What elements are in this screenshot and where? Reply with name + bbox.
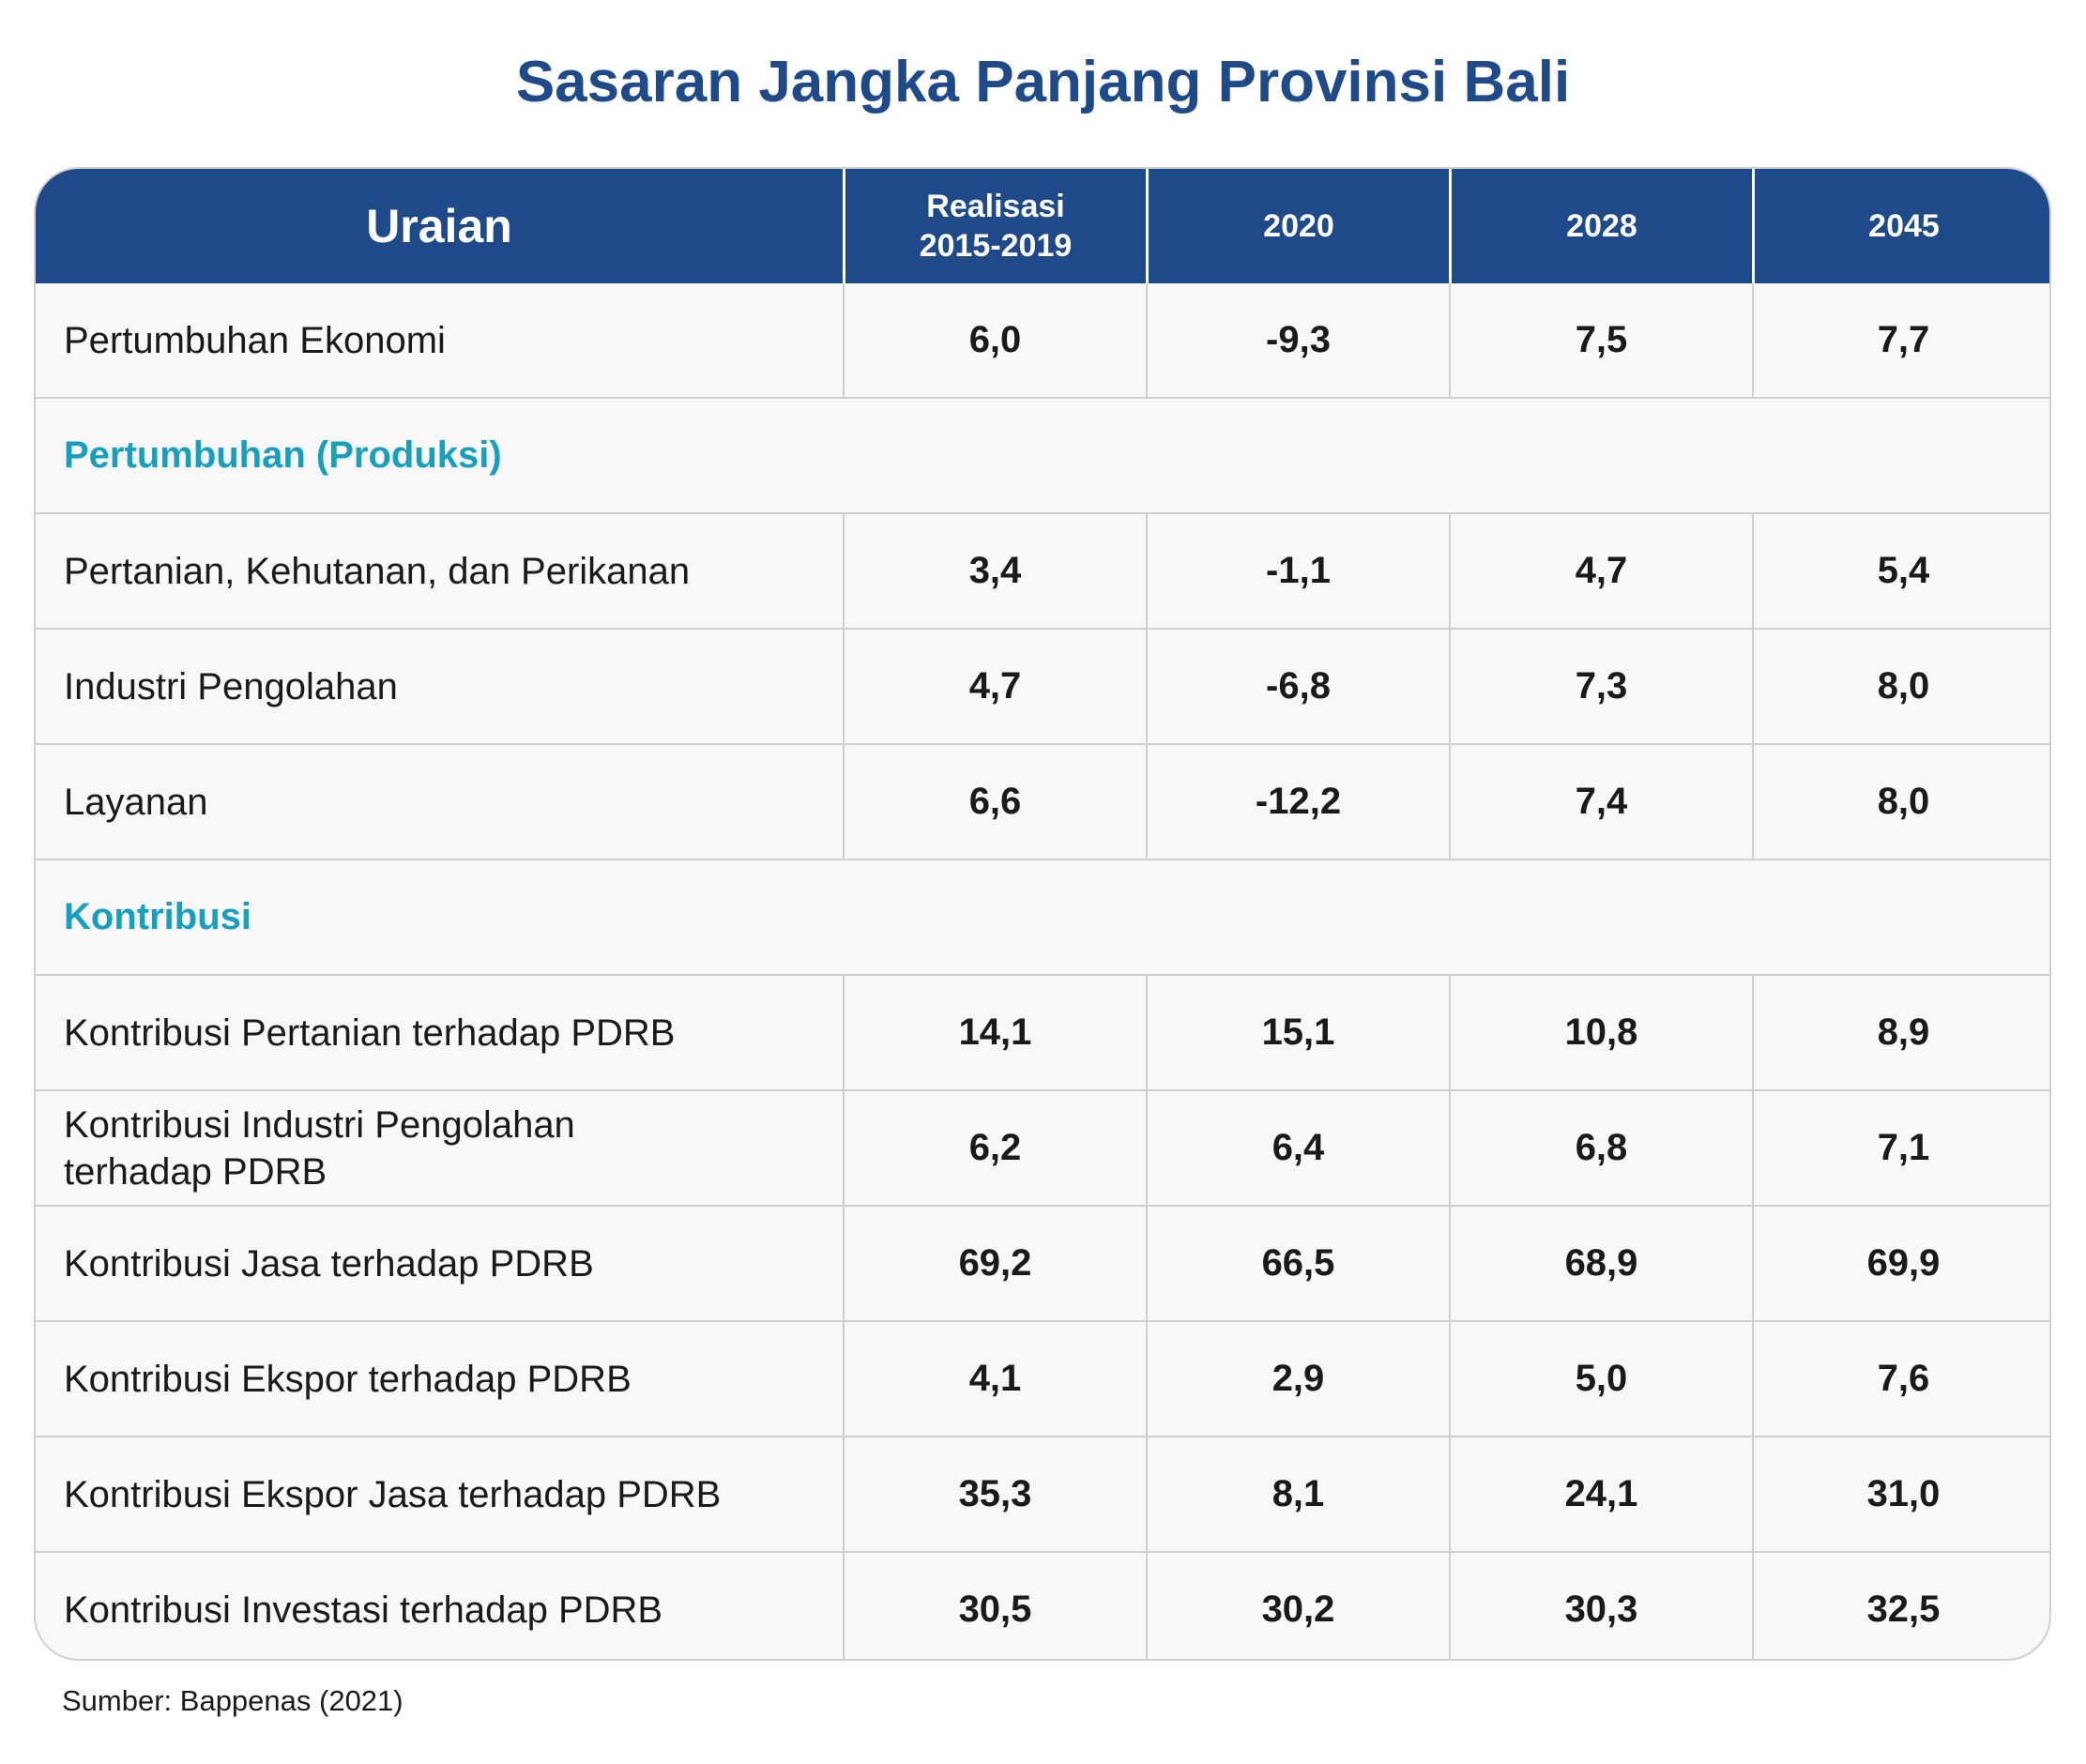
table-row: Industri Pengolahan 4,7 -6,8 7,3 8,0 (36, 630, 2049, 745)
value-2045: 31,0 (1752, 1437, 2049, 1551)
data-table: Uraian Realisasi 2015-2019 2020 2028 204… (34, 167, 2051, 1661)
value-2020: -9,3 (1146, 283, 1449, 397)
value-2020: -6,8 (1146, 630, 1449, 743)
value-2020: 6,4 (1146, 1091, 1449, 1205)
row-label: Kontribusi Pertanian terhadap PDRB (64, 1011, 676, 1054)
header-2020: 2020 (1263, 208, 1334, 244)
value-2020: 30,2 (1146, 1553, 1449, 1659)
table-row: Kontribusi Jasa terhadap PDRB 69,2 66,5 … (36, 1207, 2049, 1322)
value-realisasi: 30,5 (843, 1553, 1146, 1659)
value-2045: 7,7 (1752, 283, 2049, 397)
value-2028: 4,7 (1449, 514, 1752, 628)
value-2020: 15,1 (1146, 976, 1449, 1089)
row-label: Kontribusi Jasa terhadap PDRB (64, 1242, 594, 1285)
value-realisasi: 14,1 (843, 976, 1146, 1089)
value-2020: -1,1 (1146, 514, 1449, 628)
header-divider (1449, 169, 1452, 283)
value-realisasi: 4,7 (843, 630, 1146, 743)
value-2020: -12,2 (1146, 745, 1449, 859)
value-2028: 6,8 (1449, 1091, 1752, 1205)
header-realisasi: Realisasi 2015-2019 (845, 169, 1146, 283)
value-2028: 7,5 (1449, 283, 1752, 397)
row-label-line1: Kontribusi Industri Pengolahan (64, 1103, 575, 1146)
value-realisasi: 6,0 (843, 283, 1146, 397)
value-2045: 32,5 (1752, 1553, 2049, 1659)
section-row: Kontribusi (36, 860, 2049, 976)
source-note: Sumber: Bappenas (2021) (62, 1684, 403, 1717)
header-2028: 2028 (1566, 208, 1637, 244)
header-divider (1146, 169, 1149, 283)
value-2028: 7,4 (1449, 745, 1752, 859)
table-row: Kontribusi Investasi terhadap PDRB 30,5 … (36, 1553, 2049, 1659)
value-realisasi: 3,4 (843, 514, 1146, 628)
value-realisasi: 6,6 (843, 745, 1146, 859)
value-2028: 30,3 (1449, 1553, 1752, 1659)
value-2028: 7,3 (1449, 630, 1752, 743)
row-label: Kontribusi Ekspor terhadap PDRB (64, 1358, 632, 1400)
value-2045: 7,6 (1752, 1322, 2049, 1436)
row-label-line2: terhadap PDRB (64, 1150, 327, 1193)
header-2045: 2045 (1868, 208, 1940, 244)
table-row: Kontribusi Ekspor terhadap PDRB 4,1 2,9 … (36, 1322, 2049, 1437)
value-realisasi: 69,2 (843, 1207, 1146, 1320)
value-realisasi: 6,2 (843, 1091, 1146, 1205)
table-row: Pertumbuhan Ekonomi 6,0 -9,3 7,5 7,7 (36, 283, 2049, 399)
row-label: Kontribusi Investasi terhadap PDRB (64, 1589, 663, 1631)
table-row: Kontribusi Pertanian terhadap PDRB 14,1 … (36, 976, 2049, 1091)
value-realisasi: 4,1 (843, 1322, 1146, 1436)
value-2045: 8,9 (1752, 976, 2049, 1089)
row-label: Kontribusi Industri Pengolahan terhadap … (36, 1091, 843, 1205)
section-label: Kontribusi (64, 896, 251, 937)
header-uraian: Uraian (366, 200, 512, 252)
value-2045: 69,9 (1752, 1207, 2049, 1320)
value-2028: 68,9 (1449, 1207, 1752, 1320)
table-row: Kontribusi Industri Pengolahan terhadap … (36, 1091, 2049, 1207)
value-2045: 7,1 (1752, 1091, 2049, 1205)
section-row: Pertumbuhan (Produksi) (36, 399, 2049, 514)
value-2020: 66,5 (1146, 1207, 1449, 1320)
value-2045: 5,4 (1752, 514, 2049, 628)
value-2028: 5,0 (1449, 1322, 1752, 1436)
value-2045: 8,0 (1752, 745, 2049, 859)
value-2028: 10,8 (1449, 976, 1752, 1089)
table-row: Pertanian, Kehutanan, dan Perikanan 3,4 … (36, 514, 2049, 630)
header-divider (843, 169, 845, 283)
header-divider (1752, 169, 1755, 283)
value-2020: 8,1 (1146, 1437, 1449, 1551)
row-label: Kontribusi Ekspor Jasa terhadap PDRB (64, 1473, 722, 1515)
value-2045: 8,0 (1752, 630, 2049, 743)
table-header: Uraian Realisasi 2015-2019 2020 2028 204… (36, 169, 2049, 283)
row-label: Industri Pengolahan (64, 665, 398, 707)
header-realisasi-line1: Realisasi (926, 189, 1065, 224)
value-realisasi: 35,3 (843, 1437, 1146, 1551)
value-2028: 24,1 (1449, 1437, 1752, 1551)
row-label: Pertanian, Kehutanan, dan Perikanan (64, 550, 691, 592)
row-label: Pertumbuhan Ekonomi (64, 319, 446, 361)
table-row: Layanan 6,6 -12,2 7,4 8,0 (36, 745, 2049, 860)
value-2020: 2,9 (1146, 1322, 1449, 1436)
section-label: Pertumbuhan (Produksi) (64, 434, 502, 476)
header-realisasi-line2: 2015-2019 (919, 228, 1073, 264)
table-row: Kontribusi Ekspor Jasa terhadap PDRB 35,… (36, 1437, 2049, 1553)
page-title: Sasaran Jangka Panjang Provinsi Bali (515, 50, 1571, 114)
row-label: Layanan (64, 781, 208, 823)
